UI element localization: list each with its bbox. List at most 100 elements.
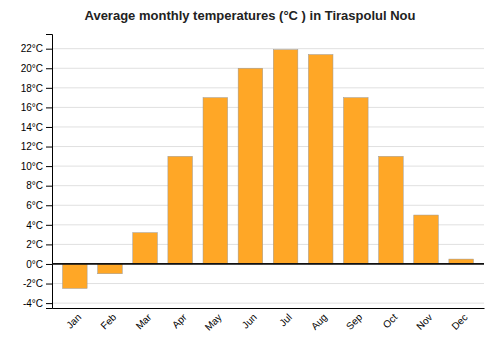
y-tick: 16°C: [21, 102, 52, 113]
grid-line: [52, 205, 484, 206]
bar: [63, 264, 88, 288]
y-tick-label: 16°C: [21, 102, 43, 113]
grid-line: [52, 68, 484, 69]
y-tick-mark: [46, 205, 52, 206]
y-tick-mark: [46, 49, 52, 50]
grid-line: [52, 146, 484, 147]
x-tick-label: May: [203, 312, 224, 333]
y-tick-mark: [46, 107, 52, 108]
y-tick-mark: [46, 225, 52, 226]
x-tick-label: Nov: [414, 312, 434, 332]
x-tick-label: Aug: [309, 312, 329, 332]
y-tick: -4°C: [23, 298, 52, 309]
y-tick: 22°C: [21, 43, 52, 54]
bar: [98, 264, 123, 274]
chart-svg: Average monthly temperatures (°C ) in Ti…: [0, 0, 500, 350]
y-tick: 18°C: [21, 83, 52, 94]
plot-area: -4°C -2°C 0°C 2°C 4°C 6°C 8°C 10°C 12°C 14°C 16°C 1…: [21, 35, 485, 333]
grid: [52, 49, 484, 303]
y-tick-label: 8°C: [26, 180, 43, 191]
x-tick-label: Mar: [134, 311, 154, 331]
x-tick-label: Jan: [64, 312, 83, 331]
y-tick-label: -2°C: [23, 278, 43, 289]
x-tick: Apr: [170, 311, 189, 330]
x-tick: Jul: [277, 312, 294, 329]
y-tick: 0°C: [26, 259, 52, 270]
y-tick: 12°C: [21, 141, 52, 152]
y-tick-label: 18°C: [21, 83, 43, 94]
bar: [203, 98, 228, 264]
grid-line: [52, 126, 484, 127]
y-tick-mark: [46, 284, 52, 285]
x-tick: May: [203, 312, 224, 333]
bar: [379, 156, 404, 264]
x-tick: Aug: [309, 312, 329, 332]
y-tick-mark: [46, 264, 52, 265]
y-tick-label: 12°C: [21, 141, 43, 152]
grid-line: [52, 48, 484, 49]
y-tick: 6°C: [26, 200, 52, 211]
grid-line: [52, 283, 484, 284]
x-tick-label: Dec: [449, 312, 469, 332]
bar: [273, 50, 298, 264]
grid-line: [52, 303, 484, 304]
x-tick-label: Apr: [170, 311, 189, 330]
x-tick: Jun: [240, 312, 259, 331]
bar: [168, 156, 193, 264]
grid-line: [52, 185, 484, 186]
y-tick-mark: [46, 127, 52, 128]
y-tick-label: -4°C: [23, 298, 43, 309]
bars: [63, 50, 474, 289]
grid-line: [52, 87, 484, 88]
x-tick: Jan: [64, 312, 83, 331]
x-tick-label: Oct: [381, 311, 400, 330]
y-tick-mark: [46, 147, 52, 148]
x-tick: Dec: [449, 312, 469, 332]
y-tick-label: 14°C: [21, 122, 43, 133]
x-axis: Jan Feb Mar Apr May Jun Jul Aug Sep Oct Nov Dec: [53, 309, 485, 333]
y-tick-mark: [46, 68, 52, 69]
y-tick: 2°C: [26, 239, 52, 250]
grid-line: [52, 166, 484, 167]
grid-line: [52, 107, 484, 108]
x-tick-label: Jul: [277, 312, 294, 329]
y-tick: 10°C: [21, 161, 52, 172]
y-tick-mark: [46, 244, 52, 245]
chart-container: Average monthly temperatures (°C ) in Ti…: [0, 0, 500, 350]
x-tick: Oct: [381, 311, 400, 330]
y-tick: 4°C: [26, 220, 52, 231]
y-tick-label: 2°C: [26, 239, 43, 250]
title: Average monthly temperatures (°C ) in Ti…: [85, 8, 416, 23]
y-axis: -4°C -2°C 0°C 2°C 4°C 6°C 8°C 10°C 12°C 14°C 16°C 1…: [21, 35, 53, 309]
bar: [308, 55, 333, 264]
y-tick-label: 22°C: [21, 43, 43, 54]
bar: [414, 215, 439, 264]
bar: [133, 233, 158, 264]
x-tick-label: Jun: [240, 312, 259, 331]
y-tick-mark: [46, 303, 52, 304]
y-tick: 20°C: [21, 63, 52, 74]
y-tick-mark: [46, 186, 52, 187]
y-tick-label: 20°C: [21, 63, 43, 74]
y-tick: -2°C: [23, 278, 52, 289]
x-tick: Nov: [414, 312, 434, 332]
x-tick-label: Feb: [98, 311, 118, 331]
y-tick-label: 10°C: [21, 161, 43, 172]
y-tick-label: 4°C: [26, 220, 43, 231]
y-axis-line: [46, 35, 53, 309]
y-tick-label: 0°C: [26, 259, 43, 270]
y-tick-mark: [46, 166, 52, 167]
bar: [344, 98, 369, 264]
x-tick: Mar: [134, 311, 154, 331]
y-tick-mark: [46, 88, 52, 89]
y-tick: 14°C: [21, 122, 52, 133]
y-tick-label: 6°C: [26, 200, 43, 211]
x-tick-label: Sep: [344, 311, 365, 332]
x-tick: Feb: [98, 311, 118, 331]
bar: [238, 68, 263, 264]
zero-line: [52, 263, 484, 265]
y-tick: 8°C: [26, 180, 52, 191]
x-axis-line: [53, 308, 485, 309]
grid-line: [52, 263, 484, 264]
x-tick: Sep: [344, 311, 365, 332]
